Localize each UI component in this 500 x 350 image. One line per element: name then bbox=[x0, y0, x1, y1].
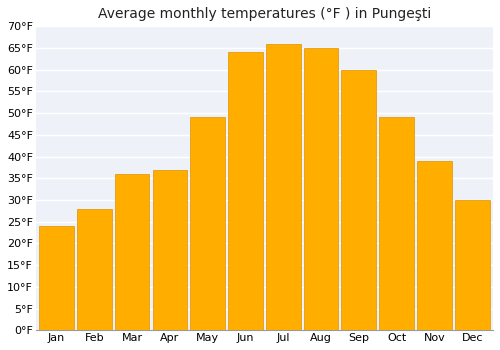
Bar bbox=[228, 52, 263, 330]
Bar bbox=[455, 200, 490, 330]
Title: Average monthly temperatures (°F ) in Pungeşti: Average monthly temperatures (°F ) in Pu… bbox=[98, 7, 431, 21]
Bar bbox=[417, 161, 452, 330]
Bar bbox=[342, 70, 376, 330]
Bar bbox=[190, 118, 225, 330]
Bar bbox=[77, 209, 112, 330]
Bar bbox=[304, 48, 338, 330]
Bar bbox=[380, 118, 414, 330]
Bar bbox=[266, 44, 300, 330]
Bar bbox=[114, 174, 150, 330]
Bar bbox=[152, 170, 188, 330]
Bar bbox=[39, 226, 74, 330]
